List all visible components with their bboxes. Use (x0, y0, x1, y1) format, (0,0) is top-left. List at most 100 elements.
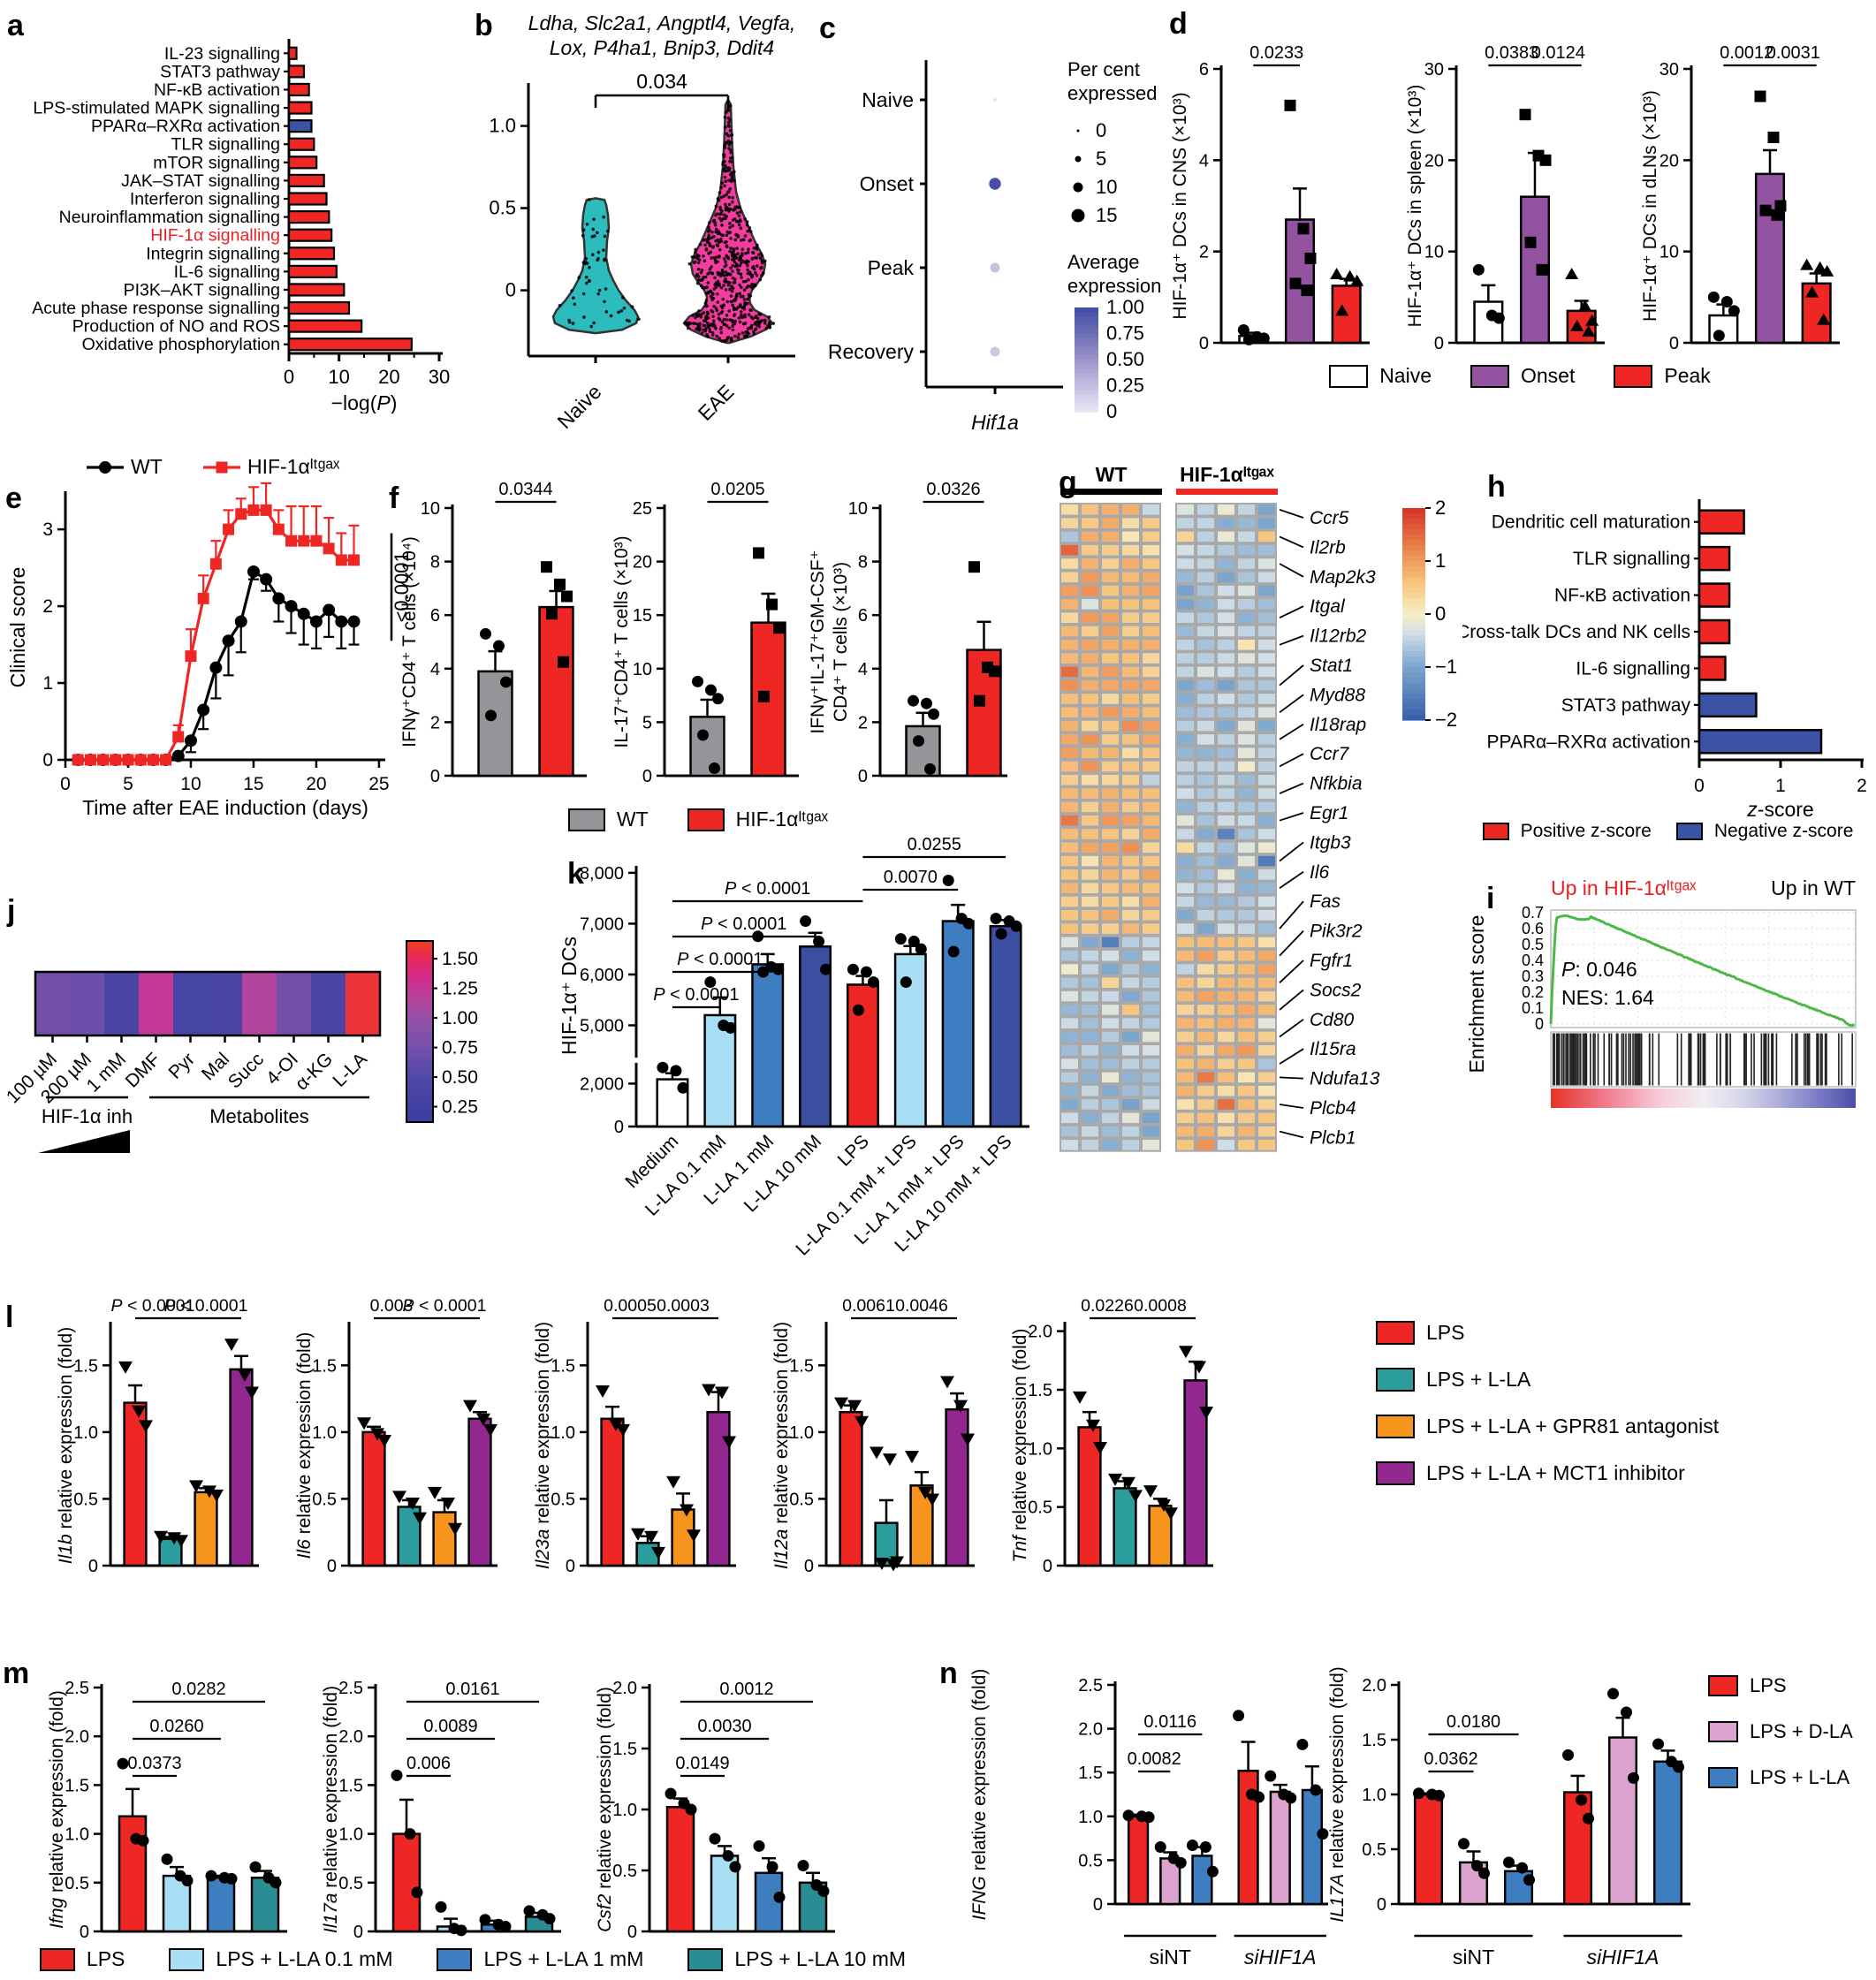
svg-text:20: 20 (1660, 151, 1679, 171)
svg-text:IL-23 signalling: IL-23 signalling (164, 44, 280, 64)
svg-text:0.5: 0.5 (489, 197, 516, 219)
svg-text:Peak: Peak (868, 256, 915, 279)
svg-text:0.5: 0.5 (338, 1874, 363, 1893)
svg-text:Production of NO and ROS: Production of NO and ROS (72, 317, 280, 337)
svg-text:Csf2 relative expression (fold: Csf2 relative expression (fold) (595, 1687, 615, 1932)
svg-text:Onset: Onset (860, 172, 915, 195)
svg-text:0.3: 0.3 (1522, 967, 1544, 985)
legend-d: Naive Onset Peak (1166, 364, 1873, 388)
svg-text:Fgfr1: Fgfr1 (1310, 951, 1353, 971)
svg-text:siNT: siNT (1150, 1946, 1191, 1969)
hif1a-dc-lactate-bar-chart: 0 2,000 5,000 6,000 7,000 8,000 P < 0.0001 P < … (558, 835, 1029, 1260)
legend-label: LPS + L-LA 1 mM (483, 1947, 644, 1970)
svg-text:2.0: 2.0 (1028, 1323, 1052, 1342)
legend-item: Negative z-score (1675, 821, 1853, 842)
legend-item: LPS + L-LA (1376, 1368, 1719, 1392)
svg-text:P < 0.0001: P < 0.0001 (111, 1296, 195, 1316)
legend-item: LPS + L-LA 10 mM (687, 1947, 906, 1971)
legend-m: LPS LPS + L-LA 0.1 mM LPS + L-LA 1 mM LPS +… (4, 1947, 941, 1971)
legend-swatch (39, 1947, 75, 1971)
svg-text:0.5: 0.5 (1362, 1840, 1386, 1860)
svg-text:2.0: 2.0 (1362, 1676, 1386, 1696)
svg-text:0: 0 (42, 750, 53, 770)
svg-text:Integrin signalling: Integrin signalling (146, 244, 280, 263)
legend-label: WT (616, 808, 649, 831)
svg-text:Socs2: Socs2 (1310, 980, 1362, 1000)
svg-text:8,000: 8,000 (580, 864, 624, 884)
svg-text:10: 10 (421, 499, 440, 519)
svg-text:LPS: LPS (834, 1131, 873, 1170)
svg-text:1.5: 1.5 (551, 1356, 575, 1376)
svg-text:2.0: 2.0 (1078, 1720, 1103, 1740)
panel-letter-h: h (1487, 470, 1506, 504)
legend-swatch (1614, 364, 1653, 388)
svg-text:0.0046: 0.0046 (895, 1296, 948, 1316)
svg-text:6: 6 (1199, 60, 1209, 80)
svg-text:HIF-1α⁺ DCs in CNS (×10³): HIF-1α⁺ DCs in CNS (×10³) (1170, 92, 1190, 319)
svg-text:1.5: 1.5 (612, 1740, 637, 1759)
legend-h: Positive z-score Negative z-score (1462, 821, 1873, 842)
svg-text:0: 0 (566, 1557, 575, 1576)
tcell-cytokine-bar-charts: 0 0.5 1.0 1.5 2.0 2.5 0.0373 0.0260 0.0282 Ifng r… (47, 1679, 835, 1942)
svg-text:Ccr5: Ccr5 (1310, 508, 1349, 528)
svg-text:1.0: 1.0 (612, 1801, 637, 1820)
svg-text:0.5: 0.5 (1078, 1851, 1103, 1870)
svg-text:NF-κB activation: NF-κB activation (154, 80, 280, 100)
legend-label: LPS (1750, 1674, 1787, 1696)
svg-text:2: 2 (430, 713, 440, 732)
panel-letter-d: d (1169, 7, 1188, 41)
legend-swatch (567, 808, 605, 831)
svg-text:1.5: 1.5 (65, 1776, 89, 1795)
svg-text:0: 0 (327, 1557, 337, 1576)
svg-text:Il17a relative expression (fol: Il17a relative expression (fold) (321, 1686, 341, 1933)
svg-text:6: 6 (858, 606, 868, 626)
panel-a: 0 10 20 30 −log(P) IL-23 signalling STAT3 path… (4, 7, 451, 413)
svg-text:Naive: Naive (862, 88, 914, 111)
svg-text:Egr1: Egr1 (1310, 803, 1348, 823)
legend-item: LPS (1708, 1674, 1853, 1697)
panel-h: 0 1 2 z-score Dendritic cell maturation TLR s… (1462, 464, 1873, 842)
svg-text:PPARα–RXRα activation: PPARα–RXRα activation (1487, 732, 1690, 752)
svg-text:0.0326: 0.0326 (926, 480, 980, 499)
svg-text:0: 0 (804, 1557, 814, 1576)
svg-text:mTOR signalling: mTOR signalling (153, 153, 280, 172)
svg-text:2: 2 (42, 596, 53, 617)
svg-text:P < 0.0001: P < 0.0001 (701, 914, 786, 934)
svg-text:0.75: 0.75 (442, 1038, 478, 1058)
svg-text:Acute phase response signallin: Acute phase response signalling (32, 299, 280, 318)
svg-text:0.0003: 0.0003 (657, 1296, 710, 1316)
panel-f: 0 2 4 6 8 10 0.0344 IFNγ⁺CD4⁺ T cells (×10⁴) 0 5 1… (389, 451, 1007, 831)
svg-text:−2: −2 (1435, 709, 1457, 731)
svg-text:0.0031: 0.0031 (1766, 43, 1820, 63)
svg-text:Il6: Il6 (1310, 862, 1330, 883)
svg-text:HIF-1αᴵᵗᵍᵃˣ: HIF-1αᴵᵗᵍᵃˣ (247, 455, 340, 478)
svg-text:Time after EAE induction (days: Time after EAE induction (days) (82, 796, 368, 819)
legend-label: HIF-1αᴵᵗᵍᵃˣ (735, 808, 829, 831)
svg-text:STAT3 pathway: STAT3 pathway (1561, 695, 1691, 716)
svg-text:0.0383: 0.0383 (1485, 43, 1538, 63)
legend-item: LPS + L-LA 0.1 mM (169, 1947, 392, 1971)
legend-swatch (437, 1947, 473, 1971)
svg-text:0.2: 0.2 (1522, 983, 1544, 1001)
svg-text:siNT: siNT (1453, 1946, 1494, 1969)
svg-text:P < 0.0001: P < 0.0001 (653, 985, 739, 1005)
svg-text:P < 0.0001: P < 0.0001 (725, 879, 810, 899)
svg-text:0: 0 (353, 1923, 363, 1942)
panel-b: Ldha, Slc2a1, Angptl4, Vegfa, Lox, P4ha1,… (452, 7, 806, 431)
svg-text:Stat1: Stat1 (1310, 656, 1353, 676)
svg-text:Average: Average (1067, 251, 1140, 273)
svg-text:0.0362: 0.0362 (1424, 1749, 1477, 1769)
svg-text:0.0255: 0.0255 (908, 835, 961, 854)
svg-text:0.0089: 0.0089 (423, 1717, 477, 1736)
svg-text:8: 8 (858, 553, 868, 573)
svg-text:0: 0 (284, 366, 294, 388)
svg-text:Il2rb: Il2rb (1310, 537, 1346, 558)
svg-text:Hif1a: Hif1a (971, 411, 1019, 434)
svg-text:2.0: 2.0 (612, 1679, 637, 1698)
svg-text:5,000: 5,000 (580, 1016, 624, 1036)
svg-text:WT: WT (131, 455, 163, 478)
legend-label: LPS + L-LA + GPR81 antagonist (1426, 1415, 1720, 1438)
svg-text:EAE: EAE (694, 380, 739, 425)
panel-l: 0 0.5 1.0 1.5 P < 0.0001 P < 0.0001 Il1b relat… (4, 1272, 1719, 1635)
